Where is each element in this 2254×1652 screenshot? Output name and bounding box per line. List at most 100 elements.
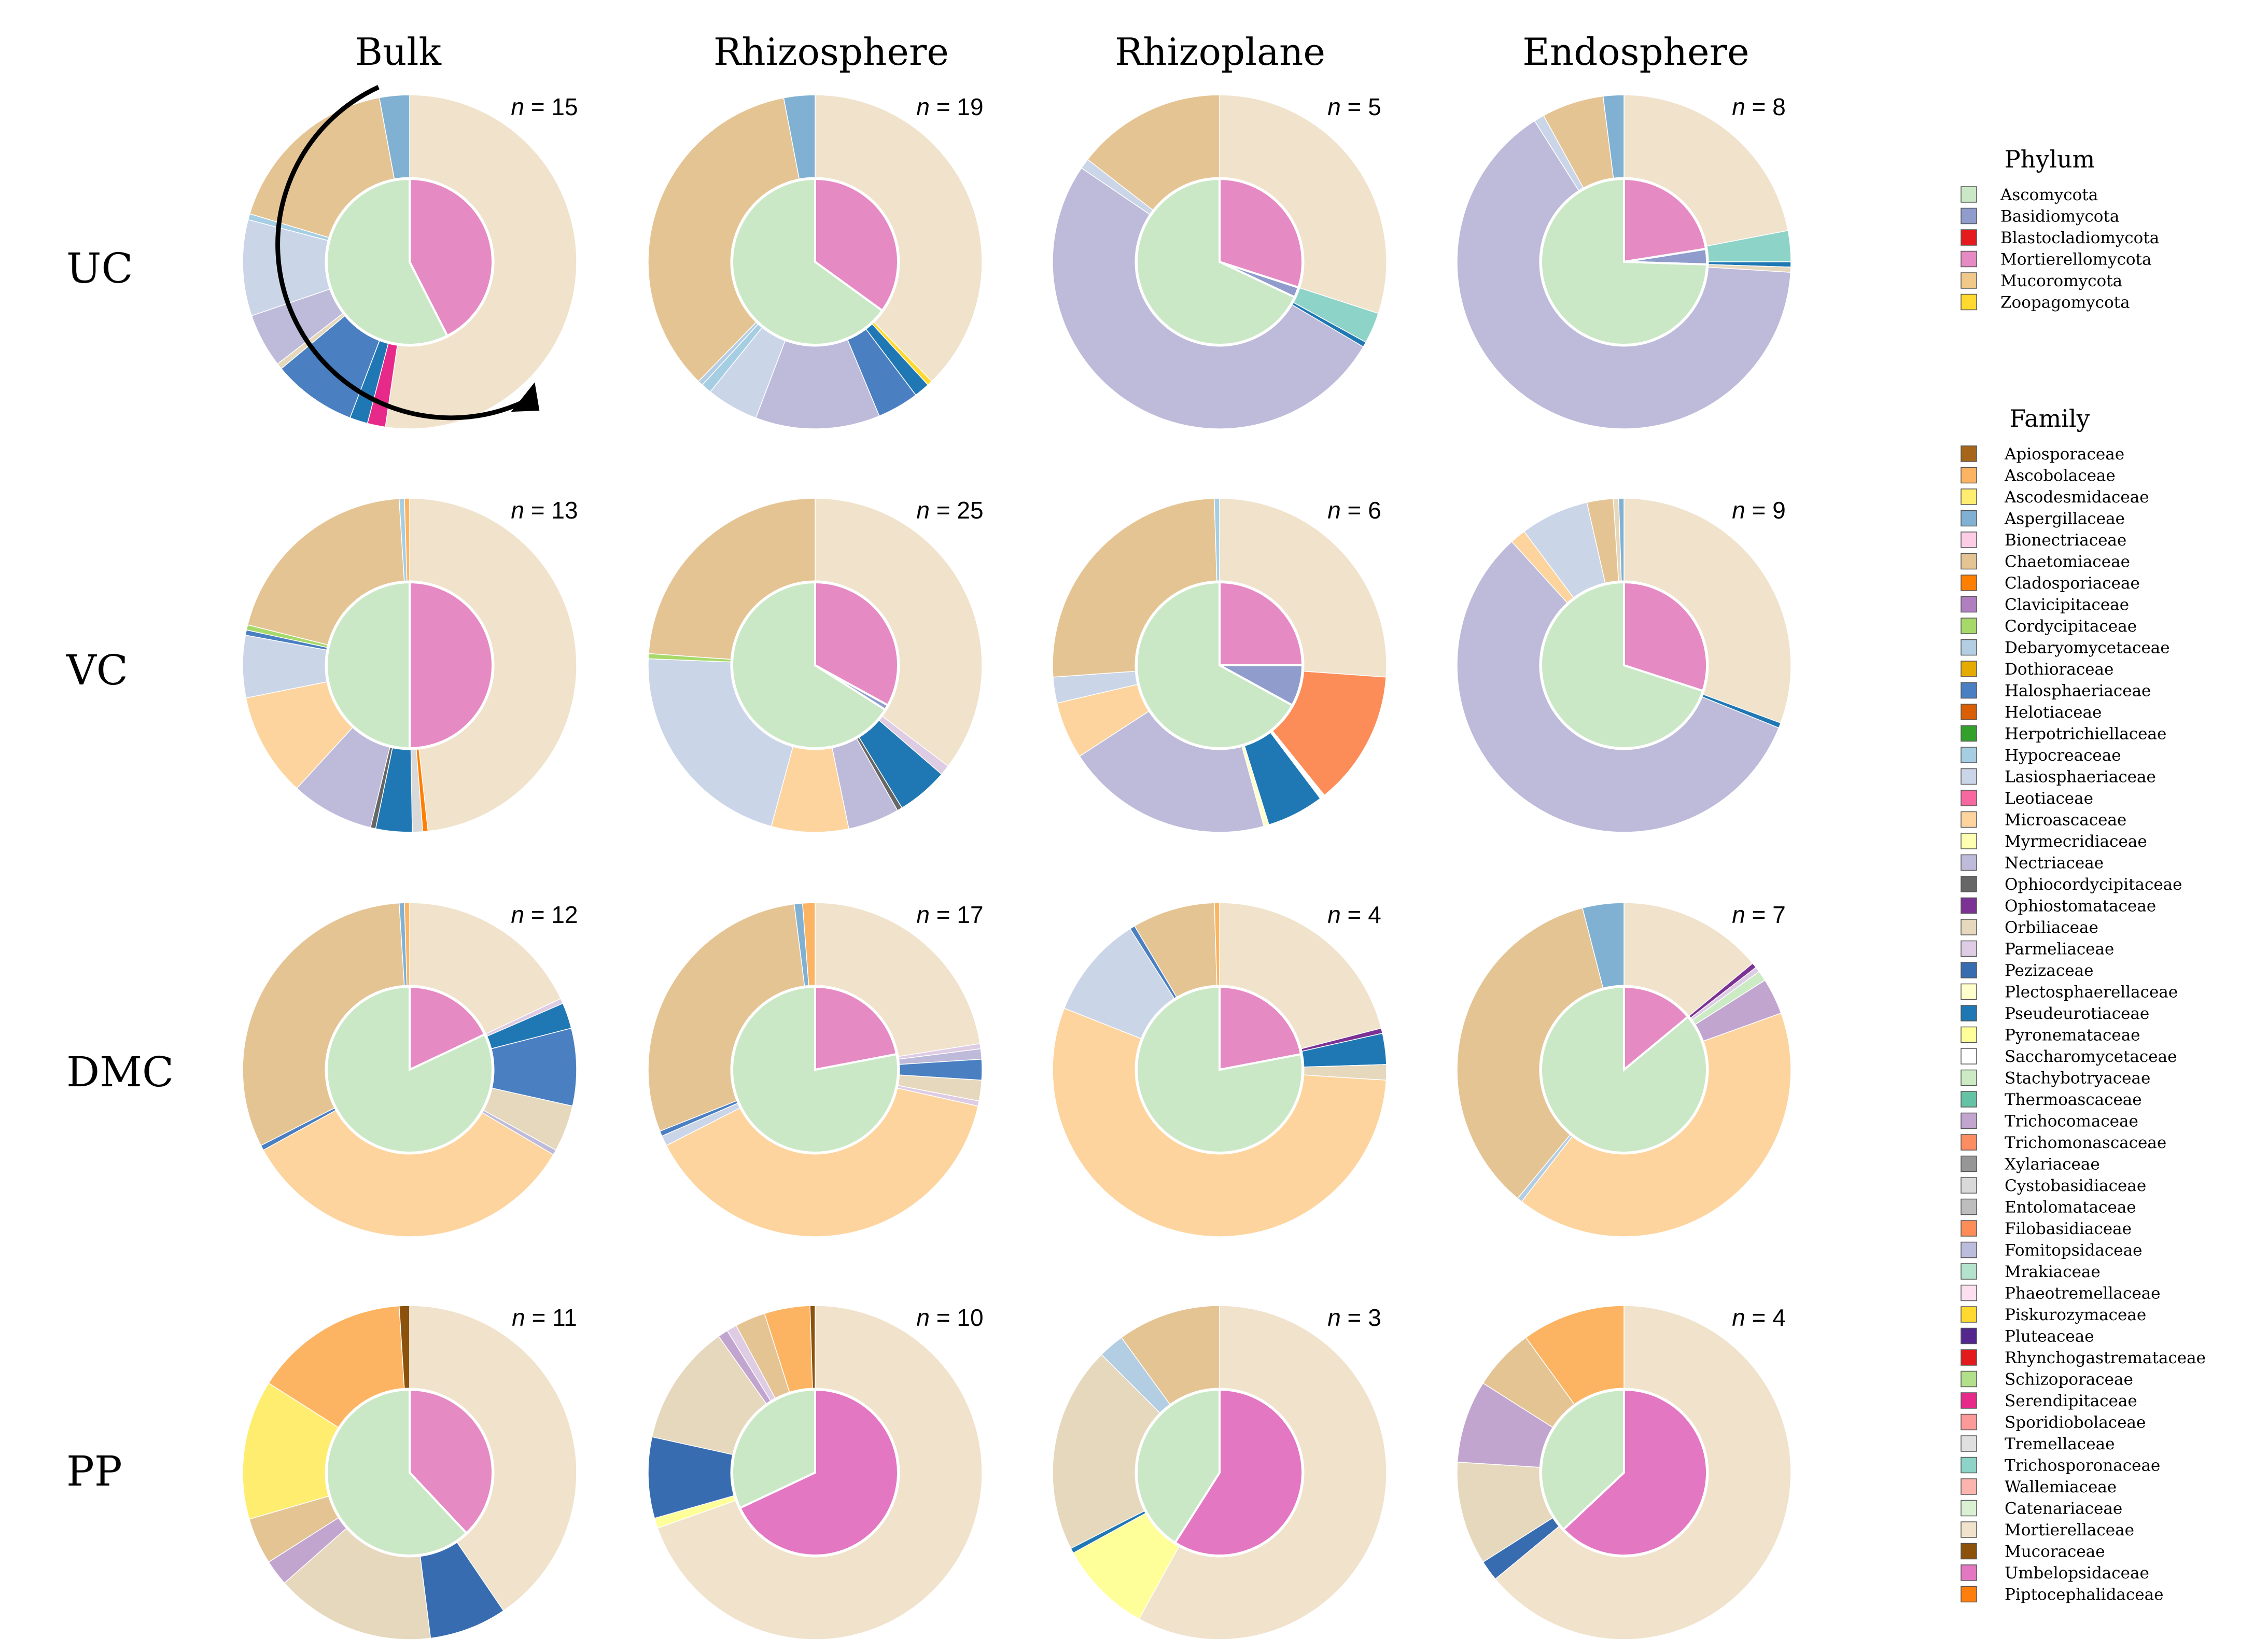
legend-swatch xyxy=(1961,1392,1977,1409)
legend-label: Aspergillaceae xyxy=(2004,510,2125,528)
legend-phylum-blastocladiomycota: Blastocladiomycota xyxy=(1961,229,2159,247)
legend-swatch xyxy=(1961,1241,1977,1258)
legend-swatch xyxy=(1961,983,1977,1000)
sample-count-label: n = 13 xyxy=(511,497,578,524)
legend-swatch xyxy=(1961,1586,1977,1603)
donut-vc-rhizoplane: n = 6 xyxy=(1052,497,1387,833)
legend-swatch xyxy=(1961,1091,1977,1108)
legend-label: Chaetomiaceae xyxy=(2005,553,2130,571)
legend-swatch xyxy=(1961,1413,1977,1431)
legend-swatch xyxy=(1961,1500,1977,1517)
legend-label: Halosphaeriaceae xyxy=(2005,682,2151,701)
legend-family-thermoascaceae: Thermoascaceae xyxy=(1961,1090,2142,1109)
legend-family-ophiocordycipitaceae: Ophiocordycipitaceae xyxy=(1961,875,2182,894)
legend-family-schizoporaceae: Schizoporaceae xyxy=(1961,1370,2133,1389)
legend-family-cystobasidiaceae: Cystobasidiaceae xyxy=(1961,1177,2146,1195)
legend-label: Umbelopsidaceae xyxy=(2005,1564,2149,1583)
legend-label: Saccharomycetaceae xyxy=(2005,1047,2177,1066)
legend-family-leotiaceae: Leotiaceae xyxy=(1961,789,2093,808)
sample-count-label: n = 4 xyxy=(1732,1304,1786,1331)
legend-swatch xyxy=(1961,618,1977,634)
legend-label: Stachybotryaceae xyxy=(2005,1069,2150,1088)
row-label-uc: UC xyxy=(66,244,133,292)
ring-separator xyxy=(325,985,495,1155)
legend-label: Mortierellaceae xyxy=(2005,1521,2134,1539)
ring-separator xyxy=(325,1388,495,1558)
ring-separator xyxy=(325,177,495,347)
sample-count-label: n = 8 xyxy=(1732,93,1786,120)
legend-family-xylariaceae: Xylariaceae xyxy=(1961,1155,2100,1174)
legend-label: Myrmecridiaceae xyxy=(2005,832,2147,851)
legend-phylum-mortierellomycota: Mortierellomycota xyxy=(1961,250,2151,269)
legend-swatch xyxy=(1961,250,1977,268)
donut-uc-rhizosphere: n = 19 xyxy=(648,93,984,429)
ring-separator xyxy=(1539,177,1709,347)
donut-dmc-rhizoplane: n = 4 xyxy=(1052,901,1387,1237)
legend-swatch xyxy=(1961,811,1977,828)
ring-separator xyxy=(1539,580,1709,750)
sample-count-label: n = 7 xyxy=(1732,901,1786,928)
legend-swatch xyxy=(1961,1069,1977,1086)
donut-uc-rhizoplane: n = 5 xyxy=(1052,93,1387,429)
legend: Phylum Ascomycota Basidiomycota Blastoclad… xyxy=(1961,145,2206,1604)
ring-separator xyxy=(730,1388,900,1558)
legend-label: Phaeotremellaceae xyxy=(2005,1284,2161,1303)
legend-label: Dothioraceae xyxy=(2005,660,2113,679)
legend-swatch xyxy=(1961,531,1977,548)
legend-label: Microascaceae xyxy=(2005,811,2126,830)
legend-phylum-list: Ascomycota Basidiomycota Blastocladiomycot… xyxy=(1961,186,2159,312)
legend-swatch xyxy=(1961,445,1977,462)
legend-family-pluteaceae: Pluteaceae xyxy=(1961,1327,2094,1346)
legend-family-clavicipitaceae: Clavicipitaceae xyxy=(1961,596,2129,614)
legend-swatch xyxy=(1961,747,1977,763)
legend-swatch xyxy=(1961,919,1977,935)
legend-family-myrmecridiaceae: Myrmecridiaceae xyxy=(1961,832,2147,851)
legend-label: Filobasidiaceae xyxy=(2005,1220,2132,1238)
legend-family-trichocomaceae: Trichocomaceae xyxy=(1961,1112,2138,1131)
legend-label: Ascodesmidaceae xyxy=(2004,488,2149,507)
column-header-endosphere: Endosphere xyxy=(1522,30,1749,74)
legend-label: Pluteaceae xyxy=(2005,1327,2094,1346)
legend-family-rhynchogastremataceae: Rhynchogastremataceae xyxy=(1961,1349,2206,1367)
legend-swatch xyxy=(1961,897,1977,914)
legend-family-parmeliaceae: Parmeliaceae xyxy=(1961,940,2114,959)
legend-label: Trichocomaceae xyxy=(2005,1112,2138,1131)
column-header-rhizoplane: Rhizoplane xyxy=(1115,30,1325,74)
legend-swatch xyxy=(1961,1177,1977,1194)
legend-family-microascaceae: Microascaceae xyxy=(1961,811,2126,830)
legend-family-nectriaceae: Nectriaceae xyxy=(1961,854,2104,873)
legend-family-ascobolaceae: Ascobolaceae xyxy=(1961,467,2116,485)
legend-swatch xyxy=(1961,1457,1977,1474)
legend-label: Blastocladiomycota xyxy=(2000,229,2159,247)
legend-swatch xyxy=(1961,661,1977,677)
legend-label: Pezizaceae xyxy=(2005,961,2093,980)
donut-uc-endosphere: n = 8 xyxy=(1457,93,1791,429)
legend-family-tremellaceae: Tremellaceae xyxy=(1961,1435,2115,1453)
legend-label: Tremellaceae xyxy=(2005,1435,2115,1453)
legend-swatch xyxy=(1961,488,1977,505)
legend-label: Xylariaceae xyxy=(2005,1155,2100,1174)
legend-label: Sporidiobolaceae xyxy=(2005,1413,2146,1432)
legend-label: Leotiaceae xyxy=(2005,789,2093,808)
legend-family-pseudeurotiaceae: Pseudeurotiaceae xyxy=(1961,1004,2149,1023)
legend-label: Pseudeurotiaceae xyxy=(2005,1004,2149,1023)
legend-swatch xyxy=(1961,553,1977,570)
legend-swatch xyxy=(1961,1284,1977,1301)
legend-label: Pyronemataceae xyxy=(2005,1026,2140,1045)
legend-swatch xyxy=(1961,790,1977,806)
legend-swatch xyxy=(1961,833,1977,849)
legend-swatch xyxy=(1961,1198,1977,1215)
legend-label: Cordycipitaceae xyxy=(2005,617,2137,636)
legend-swatch xyxy=(1961,272,1977,289)
legend-swatch xyxy=(1961,876,1977,892)
legend-family-hypocreaceae: Hypocreaceae xyxy=(1961,746,2121,765)
legend-label: Nectriaceae xyxy=(2005,854,2104,873)
legend-swatch xyxy=(1961,1564,1977,1581)
legend-label: Ophiocordycipitaceae xyxy=(2005,875,2182,894)
legend-swatch xyxy=(1961,1134,1977,1151)
legend-family-dothioraceae: Dothioraceae xyxy=(1961,660,2113,679)
row-label-vc: VC xyxy=(66,646,128,694)
legend-swatch xyxy=(1961,467,1977,484)
legend-label: Basidiomycota xyxy=(2000,207,2119,226)
legend-family-cordycipitaceae: Cordycipitaceae xyxy=(1961,617,2137,636)
